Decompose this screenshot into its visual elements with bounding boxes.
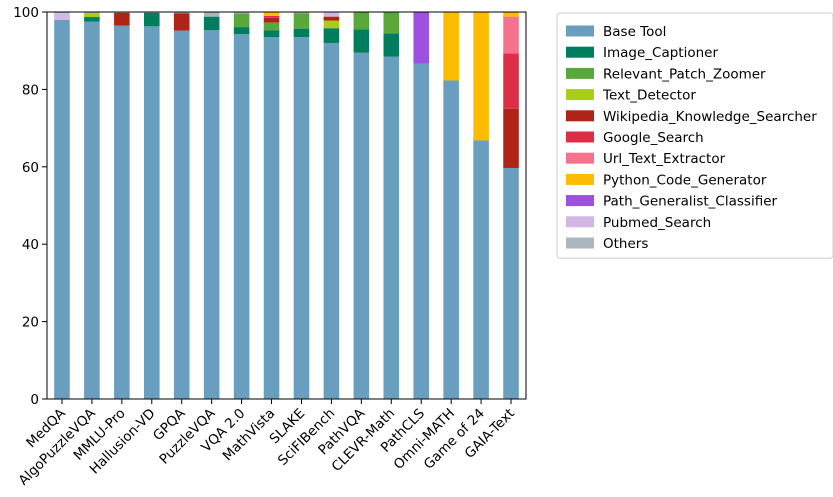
bar-segment-pathcls-path-generalist-classifier	[413, 12, 430, 64]
bar-segment-slake-base-tool	[293, 37, 310, 400]
bar-segment-algopuzzlevqa-text-detector	[84, 13, 100, 18]
bar-segment-mmlu-pro-base-tool	[114, 25, 130, 400]
legend-label-relevant-patch-zoomer: Relevant_Patch_Zoomer	[603, 66, 766, 82]
bar-segment-medqa-pubmed-search	[54, 13, 70, 20]
bar-segment-gpqa-wikipedia-knowledge-searcher	[173, 13, 190, 31]
bar-segment-gaia-text-google-search	[503, 53, 519, 109]
bar-segment-slake-image-captioner	[293, 28, 310, 38]
legend-label-base-tool: Base Tool	[603, 24, 666, 40]
legend-label-wikipedia-knowledge-searcher: Wikipedia_Knowledge_Searcher	[603, 109, 817, 125]
bar-segment-scifibench-pubmed-search	[323, 12, 340, 17]
bar-segment-scifibench-base-tool	[323, 42, 340, 400]
bar-segment-pathvqa-base-tool	[353, 52, 370, 399]
bar-segment-medqa-others	[54, 12, 70, 14]
bar-segment-mathvista-python-code-generator	[263, 12, 280, 16]
legend-swatch-google-search	[566, 131, 594, 143]
legend-swatch-pubmed-search	[566, 216, 594, 228]
bar-segment-clevr-math-base-tool	[383, 56, 400, 399]
bar-segment-gpqa-others	[173, 12, 190, 14]
bar-segment-gpqa-base-tool	[173, 30, 190, 400]
bar-segment-scifibench-wikipedia-knowledge-searcher	[323, 16, 340, 21]
legend-label-path-generalist-classifier: Path_Generalist_Classifier	[603, 194, 778, 210]
legend-swatch-text-detector	[566, 89, 594, 101]
y-tick-label: 60	[22, 160, 39, 176]
bar-segment-clevr-math-relevant-patch-zoomer	[383, 12, 400, 34]
bar-segment-gaia-text-url-text-extractor	[503, 16, 519, 54]
legend-swatch-image-captioner	[566, 46, 594, 58]
y-tick-label: 100	[13, 5, 39, 21]
bar-segment-pathvqa-relevant-patch-zoomer	[353, 12, 370, 30]
bar-segment-mathvista-image-captioner	[263, 30, 280, 38]
legend-swatch-base-tool	[566, 25, 594, 37]
bar-segment-algopuzzlevqa-others	[84, 12, 100, 14]
legend: Base Tool Image_Captioner Relevant_Patch_Z…	[556, 12, 833, 259]
bar-segment-slake-others	[293, 12, 310, 14]
legend-label-url-text-extractor: Url_Text_Extractor	[603, 151, 726, 167]
bar-segment-hallusion-vd-image-captioner	[144, 12, 160, 27]
bar-segment-vqa-2-0-others	[233, 12, 250, 14]
bar-segment-gaia-text-wikipedia-knowledge-searcher	[503, 108, 519, 168]
bar-segment-vqa-2-0-image-captioner	[233, 27, 250, 35]
legend-swatch-wikipedia-knowledge-searcher	[566, 110, 594, 122]
legend-box	[556, 12, 833, 259]
bar-segment-mathvista-base-tool	[263, 37, 280, 400]
bar-segment-puzzlevqa-image-captioner	[203, 16, 220, 31]
y-tick-label: 0	[30, 392, 39, 408]
bar-segment-clevr-math-image-captioner	[383, 33, 400, 57]
legend-swatch-relevant-patch-zoomer	[566, 67, 594, 79]
bar-segment-vqa-2-0-relevant-patch-zoomer	[233, 13, 250, 28]
bar-segment-slake-relevant-patch-zoomer	[293, 13, 310, 29]
bar-segment-mathvista-wikipedia-knowledge-searcher	[263, 17, 280, 23]
bar-segment-pathvqa-image-captioner	[353, 29, 370, 53]
legend-swatch-python-code-generator	[566, 173, 594, 185]
bars-layer	[54, 12, 519, 400]
legend-label-image-captioner: Image_Captioner	[603, 45, 718, 61]
y-tick-label: 80	[22, 82, 39, 98]
bar-segment-mathvista-google-search	[263, 15, 280, 18]
bar-segment-puzzlevqa-others	[203, 12, 220, 17]
bar-segment-scifibench-text-detector	[323, 20, 340, 29]
bar-segment-scifibench-image-captioner	[323, 28, 340, 43]
bar-segment-omni-math-base-tool	[443, 80, 459, 399]
legend-label-google-search: Google_Search	[603, 130, 704, 146]
y-tick-label: 40	[22, 237, 39, 253]
bar-segment-vqa-2-0-base-tool	[233, 34, 250, 400]
bar-segment-omni-math-python-code-generator	[443, 12, 459, 81]
legend-swatch-url-text-extractor	[566, 152, 594, 164]
x-axis: MedQAAlgoPuzzleVQAMMLU-ProHallusion-VDGP…	[16, 399, 518, 489]
legend-label-pubmed-search: Pubmed_Search	[603, 215, 711, 231]
bar-segment-pathcls-base-tool	[413, 63, 430, 399]
legend-label-text-detector: Text_Detector	[602, 88, 696, 104]
bar-segment-mathvista-relevant-patch-zoomer	[263, 22, 280, 31]
plot-frame	[46, 11, 527, 400]
bar-segment-gaia-text-python-code-generator	[503, 12, 519, 17]
legend-label-python-code-generator: Python_Code_Generator	[603, 172, 767, 188]
legend-swatch-others	[566, 237, 594, 249]
bar-segment-mmlu-pro-wikipedia-knowledge-searcher	[114, 12, 130, 26]
bar-segment-gaia-text-base-tool	[503, 167, 519, 399]
bar-segment-puzzlevqa-base-tool	[203, 30, 220, 399]
y-axis: 0 20 40 60 80 100	[13, 5, 47, 408]
legend-label-others: Others	[603, 236, 648, 252]
legend-swatch-path-generalist-classifier	[566, 195, 594, 207]
bar-segment-medqa-base-tool	[54, 19, 70, 400]
bar-segment-algopuzzlevqa-image-captioner	[84, 17, 100, 22]
bar-segment-algopuzzlevqa-base-tool	[84, 21, 100, 400]
y-tick-label: 20	[22, 315, 39, 331]
bar-segment-game-of-24-base-tool	[473, 140, 489, 400]
bar-segment-hallusion-vd-base-tool	[144, 26, 160, 399]
bar-segment-game-of-24-python-code-generator	[473, 12, 489, 141]
